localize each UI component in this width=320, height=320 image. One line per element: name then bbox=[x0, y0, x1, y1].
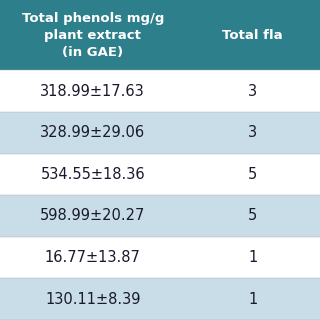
FancyBboxPatch shape bbox=[0, 0, 320, 70]
Text: Total phenols mg/g
plant extract
(in GAE): Total phenols mg/g plant extract (in GAE… bbox=[22, 12, 164, 59]
Text: 3: 3 bbox=[248, 84, 257, 99]
Text: 328.99±29.06: 328.99±29.06 bbox=[40, 125, 145, 140]
FancyBboxPatch shape bbox=[0, 154, 320, 195]
FancyBboxPatch shape bbox=[0, 70, 320, 112]
FancyBboxPatch shape bbox=[0, 237, 320, 278]
Text: 1: 1 bbox=[248, 292, 257, 307]
Text: 1: 1 bbox=[248, 250, 257, 265]
Text: 534.55±18.36: 534.55±18.36 bbox=[41, 167, 145, 182]
Text: 5: 5 bbox=[248, 209, 257, 223]
FancyBboxPatch shape bbox=[0, 112, 320, 154]
FancyBboxPatch shape bbox=[0, 278, 320, 320]
Text: Total fla: Total fla bbox=[222, 29, 283, 42]
Text: 130.11±8.39: 130.11±8.39 bbox=[45, 292, 140, 307]
Text: 16.77±13.87: 16.77±13.87 bbox=[45, 250, 141, 265]
FancyBboxPatch shape bbox=[0, 195, 320, 237]
Text: 3: 3 bbox=[248, 125, 257, 140]
Text: 598.99±20.27: 598.99±20.27 bbox=[40, 209, 146, 223]
Text: 5: 5 bbox=[248, 167, 257, 182]
Text: 318.99±17.63: 318.99±17.63 bbox=[40, 84, 145, 99]
